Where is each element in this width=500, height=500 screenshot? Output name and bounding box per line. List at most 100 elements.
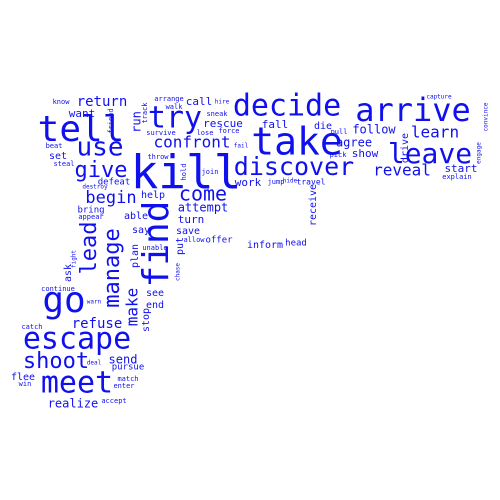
word-arrange: arrange — [154, 95, 184, 103]
word-put: put — [175, 237, 186, 255]
word-give: give — [75, 158, 128, 183]
word-decide: decide — [233, 89, 341, 124]
word-return: return — [77, 94, 128, 110]
word-travel: travel — [297, 178, 326, 187]
word-go: go — [42, 280, 85, 321]
word-turn: turn — [178, 213, 205, 226]
word-beat: beat — [46, 142, 63, 150]
word-make: make — [123, 288, 142, 327]
word-tell: tell — [38, 109, 125, 150]
word-track: track — [141, 102, 149, 124]
word-find: find — [136, 201, 177, 288]
word-plan: plan — [130, 244, 141, 268]
word-arrive: arrive — [355, 91, 471, 129]
word-set: set — [49, 151, 67, 162]
word-shoot: shoot — [23, 349, 89, 374]
word-defeat: defeat — [98, 178, 131, 188]
word-appear: appear — [78, 213, 103, 221]
word-begin: begin — [85, 188, 136, 208]
word-capture: capture — [426, 94, 452, 101]
word-attempt: attempt — [178, 201, 229, 215]
word-hire: hire — [215, 99, 230, 106]
word-use: use — [77, 133, 124, 163]
word-destroy: destroy — [82, 184, 108, 191]
word-chase: chase — [175, 263, 182, 281]
word-escape: escape — [23, 322, 131, 357]
word-win: win — [19, 380, 32, 388]
word-die: die — [314, 121, 332, 132]
word-send: send — [109, 353, 138, 367]
word-survive: survive — [146, 129, 176, 137]
word-catch: catch — [21, 323, 42, 331]
word-lead: lead — [77, 222, 102, 275]
word-run: run — [130, 111, 144, 133]
word-manage: manage — [100, 228, 125, 307]
word-show: show — [352, 147, 379, 160]
word-unable: unable — [142, 244, 167, 252]
word-try: try — [148, 101, 202, 136]
word-confront: confront — [153, 133, 230, 152]
word-warn: warn — [87, 299, 102, 306]
word-say: say — [132, 225, 150, 236]
word-fight: fight — [71, 250, 78, 268]
word-explain: explain — [442, 173, 472, 181]
word-fall: fall — [262, 118, 289, 131]
word-follow: follow — [352, 123, 396, 137]
word-refuse: refuse — [72, 316, 123, 332]
word-work: work — [235, 176, 262, 189]
word-pursue: pursue — [112, 363, 145, 373]
word-agree: agree — [336, 136, 372, 150]
word-stop: stop — [141, 308, 152, 332]
word-call: call — [186, 95, 213, 108]
word-pull: pull — [331, 128, 348, 136]
word-inform: inform — [247, 240, 283, 251]
word-realize: realize — [48, 397, 99, 411]
word-receive: receive — [308, 184, 319, 226]
word-match: match — [117, 375, 138, 383]
word-drive: drive — [400, 133, 411, 163]
word-see: see — [146, 288, 164, 299]
word-steal: steal — [53, 160, 74, 168]
word-come: come — [179, 182, 227, 206]
word-join: join — [202, 168, 219, 176]
word-offer: offer — [205, 236, 233, 246]
word-discover: discover — [234, 152, 354, 181]
word-rescue: rescue — [203, 117, 243, 130]
word-force: force — [218, 127, 239, 135]
word-deal: deal — [87, 360, 102, 367]
word-allow: allow — [183, 236, 205, 244]
word-jump: jump — [268, 178, 285, 186]
word-save: save — [176, 226, 200, 237]
word-end: end — [146, 300, 164, 311]
word-walk: walk — [166, 103, 184, 111]
word-hold: hold — [180, 164, 188, 181]
word-meet: meet — [41, 366, 113, 401]
word-learn: learn — [411, 123, 459, 142]
word-help: help — [141, 190, 165, 201]
word-hide: hide — [283, 178, 298, 185]
word-head: head — [285, 239, 307, 249]
word-start: start — [444, 162, 477, 175]
word-sneak: sneak — [206, 110, 228, 118]
word-leave: leave — [388, 137, 472, 170]
word-engage: engage — [476, 142, 483, 164]
word-continue: continue — [41, 285, 75, 293]
word-friend: friend — [107, 108, 115, 133]
word-reveal: reveal — [373, 161, 431, 180]
word-bring: bring — [77, 206, 104, 216]
word-able: able — [124, 211, 148, 222]
word-know: know — [53, 98, 71, 106]
word-throw: throw — [147, 153, 169, 161]
word-pick: pick — [330, 151, 348, 159]
word-enter: enter — [113, 382, 134, 390]
word-lose: lose — [197, 129, 214, 137]
word-accept: accept — [101, 397, 126, 405]
word-fail: fail — [234, 143, 249, 150]
word-convince: convince — [483, 102, 490, 131]
word-take: take — [251, 120, 343, 164]
word-want: want — [69, 107, 96, 120]
word-ask: ask — [63, 264, 74, 282]
word-kill: kill — [131, 146, 242, 200]
